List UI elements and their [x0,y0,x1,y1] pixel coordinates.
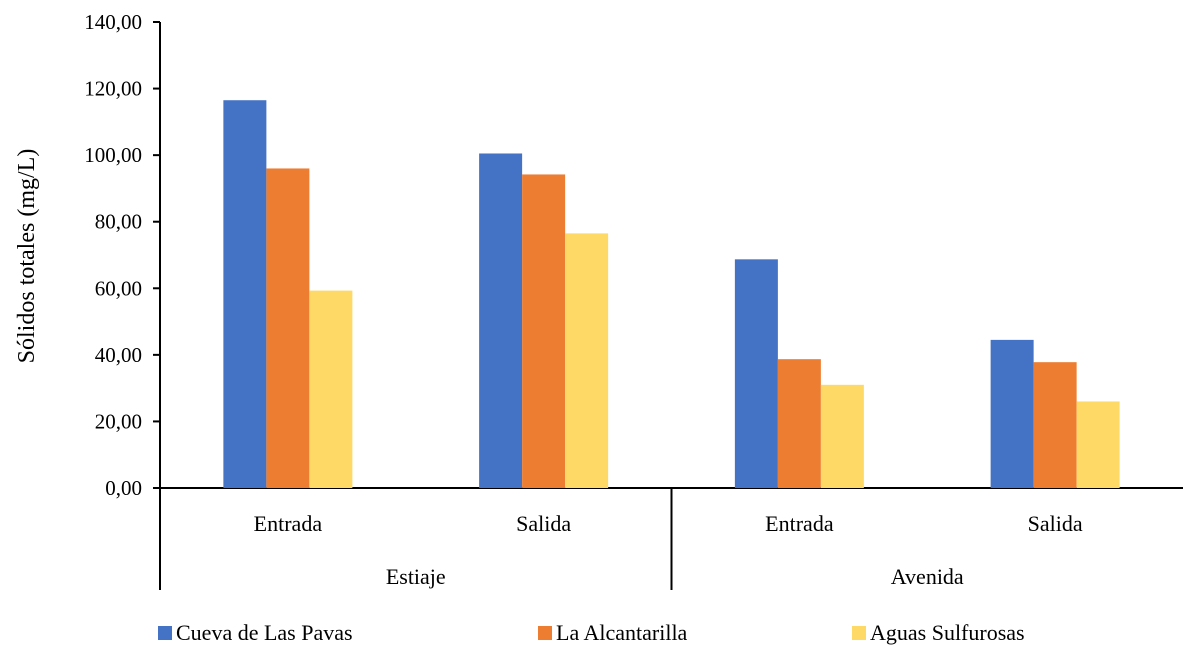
bar [309,290,353,488]
legend-swatch [538,626,552,640]
x-category-label: Entrada [765,511,834,536]
y-tick-label: 80,00 [95,210,142,234]
y-tick-label: 140,00 [84,10,142,34]
y-tick-label: 100,00 [84,143,142,167]
bar [565,233,609,488]
bar [734,259,778,488]
legend-label: La Alcantarilla [556,620,688,645]
x-group-label: Avenida [891,564,964,589]
x-category-label: Salida [516,511,571,536]
bar [990,339,1034,488]
bar [479,153,523,488]
y-axis-label: Sólidos totales (mg/L) [14,149,40,364]
legend-swatch [852,626,866,640]
bar [820,384,864,488]
bar [266,168,310,488]
x-category-label: Salida [1028,511,1083,536]
y-tick-label: 60,00 [95,276,142,300]
bar [522,174,566,488]
y-tick-label: 40,00 [95,343,142,367]
legend-label: Aguas Sulfurosas [870,620,1025,645]
x-category-label: Entrada [254,511,323,536]
bar [1076,401,1120,488]
plot-area: 0,00 20,00 40,00 60,00 80,00 100,00 120,00 140,… [84,10,1183,590]
legend: Cueva de Las Pavas La Alcantarilla Aguas S… [158,620,1025,645]
y-tick-label: 120,00 [84,77,142,101]
x-group-label: Estiaje [386,564,446,589]
bar [777,359,821,488]
y-tick-label: 0,00 [105,476,142,500]
bar [1033,362,1077,488]
bar [223,100,267,488]
y-tick-label: 20,00 [95,409,142,433]
legend-swatch [158,626,172,640]
legend-label: Cueva de Las Pavas [176,620,353,645]
